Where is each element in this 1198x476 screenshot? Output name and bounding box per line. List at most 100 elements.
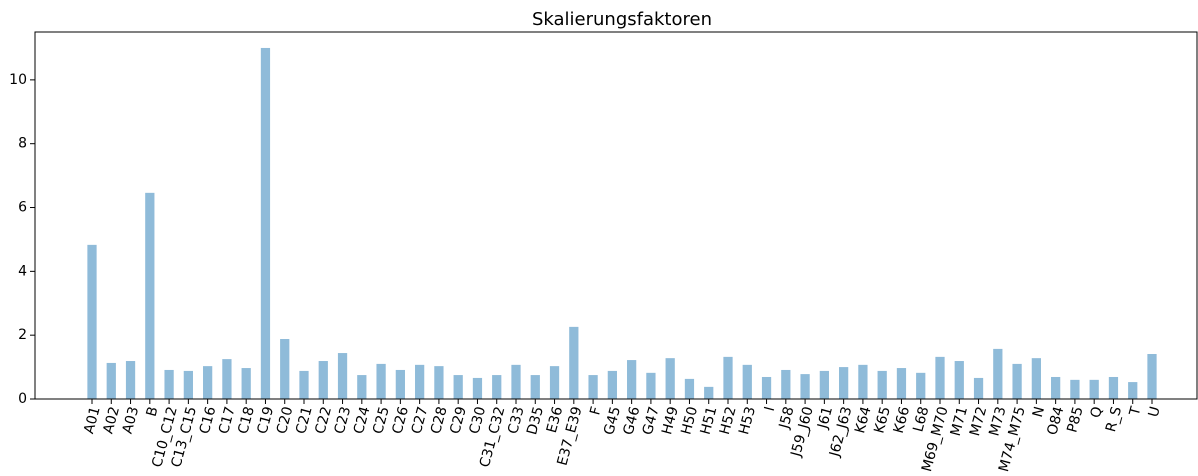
- y-tick-label: 10: [9, 72, 27, 88]
- x-tick-label: N: [1030, 405, 1048, 419]
- x-tick-label: C28: [428, 405, 451, 436]
- x-tick-label: B: [144, 405, 162, 418]
- bar: [1051, 376, 1061, 399]
- x-tick-label: M72: [967, 405, 990, 438]
- bar: [704, 386, 714, 399]
- bar: [549, 366, 560, 399]
- bar: [337, 353, 348, 399]
- bar: [781, 369, 791, 399]
- x-tick-label: C19: [255, 405, 278, 436]
- bar: [954, 361, 964, 399]
- x-tick-label: C26: [389, 405, 412, 436]
- bar: [1128, 382, 1138, 399]
- bar: [684, 378, 695, 399]
- bar: [222, 359, 232, 399]
- x-tick-label: T: [1127, 405, 1145, 419]
- bar: [472, 377, 483, 399]
- x-tick-label: G47: [640, 405, 663, 437]
- x-tick-label: C33: [505, 405, 528, 436]
- x-tick-label: C18: [235, 405, 258, 436]
- bar: [916, 372, 926, 399]
- x-tick-label: G45: [601, 405, 624, 437]
- bar: [761, 376, 772, 399]
- bar: [839, 367, 849, 399]
- plot-frame: [34, 31, 1198, 400]
- x-tick-label: C17: [216, 405, 239, 436]
- bar: [376, 363, 386, 399]
- bar: [260, 47, 271, 400]
- y-tick-label: 4: [18, 263, 27, 279]
- x-tick-label: R_S: [1103, 405, 1125, 434]
- bar: [395, 369, 405, 399]
- x-tick-label: A01: [81, 405, 104, 436]
- bar: [1108, 376, 1119, 399]
- x-tick-label: J58: [776, 405, 797, 431]
- bar: [1089, 379, 1099, 399]
- bar: [492, 375, 502, 399]
- x-tick-label: K65: [871, 405, 893, 435]
- x-tick-label: A02: [100, 405, 123, 436]
- bar: [1070, 379, 1080, 399]
- x-tick-label: O84: [1044, 405, 1067, 437]
- bar: [125, 361, 136, 399]
- bar: [627, 360, 637, 399]
- x-tick-label: C21: [293, 405, 316, 436]
- x-tick-label: C27: [409, 405, 432, 436]
- bar: [241, 368, 251, 399]
- x-tick-label: M71: [948, 405, 971, 438]
- x-tick-label: D35: [524, 405, 547, 437]
- x-tick-label: I: [762, 405, 779, 413]
- bar: [896, 368, 907, 399]
- bar: [800, 374, 810, 399]
- x-tick-label: C24: [351, 405, 374, 436]
- bar: [1031, 358, 1041, 399]
- x-tick-label: C16: [197, 405, 220, 436]
- x-tick-label: H52: [717, 405, 740, 437]
- y-tick-label: 6: [18, 200, 27, 216]
- x-tick-label: C30: [467, 405, 490, 436]
- bar: [87, 244, 97, 399]
- x-tick-label: H50: [678, 405, 701, 437]
- x-tick-label: K66: [891, 405, 913, 435]
- bar: [819, 370, 829, 399]
- bar: [318, 361, 328, 399]
- x-tick-label: H51: [698, 405, 721, 437]
- x-tick-label: C20: [274, 405, 297, 436]
- bar: [203, 366, 213, 399]
- bar: [434, 366, 444, 399]
- bar: [164, 369, 174, 399]
- x-tick-label: U: [1146, 405, 1164, 419]
- x-tick-label: H49: [659, 405, 682, 437]
- bar: [280, 339, 290, 399]
- bar: [299, 370, 309, 399]
- y-tick-label: 8: [18, 136, 27, 152]
- bar: [511, 364, 521, 399]
- x-tick-label: C22: [312, 405, 335, 436]
- x-tick-label: A03: [120, 405, 143, 436]
- bar: [145, 192, 155, 399]
- x-tick-label: L68: [910, 405, 932, 434]
- bar: [723, 356, 733, 399]
- bar: [357, 375, 367, 399]
- bar: [877, 370, 887, 399]
- bar: [530, 375, 540, 399]
- y-tick-label: 2: [18, 327, 27, 343]
- x-tick-label: E36: [544, 405, 566, 435]
- bar: [1012, 363, 1022, 399]
- bar: [588, 375, 598, 399]
- bar: [607, 370, 617, 399]
- x-tick-label: Q: [1088, 405, 1106, 420]
- x-tick-label: J61: [815, 405, 836, 431]
- bar: [183, 370, 193, 399]
- bar: [415, 364, 425, 399]
- bar: [646, 372, 656, 399]
- bar: [742, 364, 752, 399]
- bar: [935, 356, 945, 399]
- bar: [973, 377, 984, 399]
- bar: [993, 348, 1003, 399]
- bar: [1147, 354, 1157, 399]
- bar: [453, 375, 463, 399]
- y-tick-label: 0: [18, 391, 27, 407]
- x-tick-label: C25: [370, 405, 393, 436]
